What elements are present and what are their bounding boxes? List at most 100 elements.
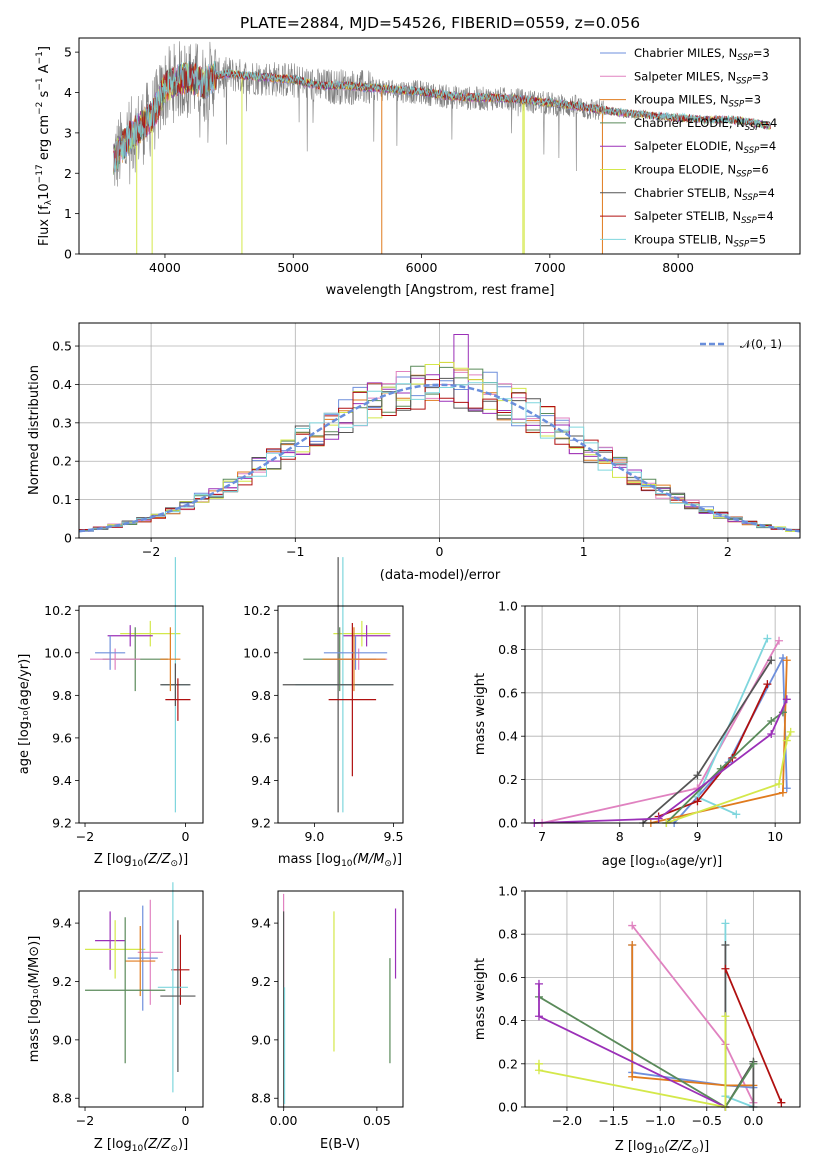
residuals-xtick-label: 0 xyxy=(436,544,444,559)
weight-vs-z-frame xyxy=(524,890,801,1108)
residuals-ytick-label: 0.5 xyxy=(52,339,72,354)
age-vs-mass-ytick-label: 10.0 xyxy=(243,645,271,660)
age-vs-mass-ytick-label: 9.8 xyxy=(251,688,271,703)
weight-vs-age-ytick-label: 0.8 xyxy=(498,642,518,657)
age-vs-mass-xtick-label: 9.0 xyxy=(304,829,324,844)
age-vs-z-ylabel: age [log₁₀(age/yr)] xyxy=(17,654,32,775)
spectrum-ytick-label: 1 xyxy=(64,206,72,221)
residuals-ytick-label: 0.1 xyxy=(52,492,72,507)
spectrum-xtick-label: 6000 xyxy=(406,260,438,275)
weight-vs-age-series-chabrier_elodie xyxy=(665,711,784,824)
weight-vs-age-marker-chabrier_stelib xyxy=(693,771,702,780)
spectrum-xtick-label: 4000 xyxy=(149,260,181,275)
mass-vs-z-frame xyxy=(78,890,204,1108)
spectrum-xtick-label: 8000 xyxy=(662,260,694,275)
weight-vs-z-ytick-label: 0.2 xyxy=(498,1056,518,1071)
spectrum-ytick-label: 2 xyxy=(64,166,72,181)
age-vs-z-xlabel: Z [log10(Z/Z⊙)] xyxy=(94,852,188,869)
weight-vs-age-marker-kroupa_miles xyxy=(782,656,791,665)
age-vs-z-ytick-label: 10.2 xyxy=(44,603,72,618)
residuals-panel: −2 −1 0 1 2 0 0.1 0.2 0.3 0.4 0.5 (data-model)/err… xyxy=(27,322,801,583)
weight-vs-z-xtick-label: −0.5 xyxy=(692,1113,722,1128)
weight-vs-z-panel: −2.0 −1.5 −1.0 −0.5 0.0 0.0 0.2 0.4 0.6 0.8 1.0 Z … xyxy=(473,884,801,1156)
weight-vs-z-marker-kroupa_elodie xyxy=(534,1066,543,1075)
residuals-ytick-label: 0.3 xyxy=(52,415,72,430)
age-vs-mass-panel: 9.0 9.5 9.2 9.4 9.6 9.8 10.0 10.2 mass [log10(M… xyxy=(243,557,404,869)
weight-vs-age-marker-chabrier_stelib xyxy=(767,656,776,665)
weight-vs-age-panel: 7 8 9 10 0.0 0.2 0.4 0.6 0.8 1.0 age [log₁₀(age/y… xyxy=(473,599,801,869)
mass-vs-ebv-ytick-label: 9.4 xyxy=(251,916,271,931)
residuals-xtick-label: 2 xyxy=(724,544,732,559)
spectrum-ytick-label: 5 xyxy=(64,45,72,60)
age-vs-mass-data-layer: 9.0 9.5 9.2 9.4 9.6 9.8 10.0 10.2 xyxy=(243,557,403,844)
model-spectrum-kroupa_stelib xyxy=(113,60,771,173)
spectrum-data-layer xyxy=(113,41,771,254)
residuals-frame xyxy=(78,322,801,539)
age-vs-mass-ytick-label: 10.2 xyxy=(243,603,271,618)
weight-vs-age-marker-kroupa_stelib xyxy=(732,810,741,819)
mass-vs-ebv-ytick-label: 9.2 xyxy=(251,974,271,989)
weight-vs-age-marker-salpeter_miles xyxy=(775,636,784,645)
legend-label-kroupa_elodie: Kroupa ELODIE, NSSP=6 xyxy=(634,163,769,180)
age-vs-z-xtick-label: 0 xyxy=(181,829,189,844)
age-vs-z-ytick-label: 9.4 xyxy=(52,773,72,788)
mass-vs-ebv-xlabel: E(B-V) xyxy=(320,1137,360,1152)
weight-vs-z-marker-salpeter_stelib xyxy=(777,1098,786,1107)
weight-vs-z-marker-kroupa_miles xyxy=(628,941,637,949)
weight-vs-z-marker-kroupa_elodie xyxy=(721,1012,730,1021)
spectrum-xlabel: wavelength [Angstrom, rest frame] xyxy=(326,283,555,298)
weight-vs-z-ytick-label: 1.0 xyxy=(498,884,518,899)
spectrum-xtick-label: 5000 xyxy=(277,260,309,275)
weight-vs-z-marker-salpeter_elodie xyxy=(534,979,543,988)
weight-vs-z-series-salpeter_stelib xyxy=(724,968,783,1104)
age-vs-mass-xlabel: mass [log10(M/M⊙)] xyxy=(278,852,402,869)
age-vs-mass-ytick-label: 9.4 xyxy=(251,773,271,788)
residuals-ytick-label: 0.2 xyxy=(52,454,72,469)
weight-vs-age-series-salpeter_stelib xyxy=(658,683,769,818)
residuals-xtick-label: −2 xyxy=(142,544,160,559)
legend-label-kroupa_miles: Kroupa MILES, NSSP=3 xyxy=(634,93,761,110)
mass-vs-ebv-xtick-label: 0.05 xyxy=(363,1113,391,1128)
age-vs-mass-frame xyxy=(277,605,404,824)
spectrum-ytick-label: 4 xyxy=(64,85,72,100)
age-vs-z-data-layer: −2 0 9.2 9.4 9.6 9.8 10.0 10.2 xyxy=(44,557,191,844)
mass-vs-ebv-xtick-label: 0.00 xyxy=(270,1113,298,1128)
age-vs-z-panel: −2 09.29.49.69.810.010.2 Z [log10(Z/Z⊙)] … xyxy=(17,557,204,869)
weight-vs-z-marker-chabrier_elodie xyxy=(749,1059,758,1068)
residuals-xtick-label: 1 xyxy=(580,544,588,559)
age-vs-mass-xtick-label: 9.5 xyxy=(384,829,404,844)
weight-vs-age-frame xyxy=(524,605,801,824)
spectrum-panel: 4000 5000 6000 7000 8000 0 1 2 3 4 5 wavelength [A… xyxy=(35,37,801,298)
weight-vs-age-marker-kroupa_stelib xyxy=(763,634,772,643)
residual-hist-kroupa_stelib xyxy=(79,382,800,532)
residuals-ytick-label: 0 xyxy=(64,531,72,546)
weight-vs-age-xtick-label: 9 xyxy=(693,829,701,844)
weight-vs-z-ylabel: mass weight xyxy=(473,958,488,1040)
legend-label-salpeter_miles: Salpeter MILES, NSSP=3 xyxy=(634,69,769,86)
weight-vs-z-xtick-label: −1.5 xyxy=(598,1113,628,1128)
weight-vs-age-xlabel: age [log₁₀(age/yr)] xyxy=(602,854,723,869)
residuals-xlabel: (data-model)/error xyxy=(380,568,501,583)
weight-vs-age-marker-kroupa_elodie xyxy=(782,736,791,745)
residuals-ytick-label: 0.4 xyxy=(52,377,72,392)
residuals-legend: 𝒩(0, 1) xyxy=(700,337,782,351)
weight-vs-z-xtick-label: −2.0 xyxy=(552,1113,582,1128)
weight-vs-z-ytick-label: 0.6 xyxy=(498,970,518,985)
figure-title: PLATE=2884, MJD=54526, FIBERID=0559, z=0… xyxy=(240,14,640,32)
weight-vs-z-marker-kroupa_miles xyxy=(628,1072,637,1081)
weight-vs-age-marker-salpeter_stelib xyxy=(693,797,702,806)
weight-vs-age-ytick-label: 0.2 xyxy=(498,772,518,787)
mass-vs-ebv-frame xyxy=(277,890,404,1108)
spectrum-ytick-label: 0 xyxy=(64,247,72,262)
age-vs-z-ytick-label: 10.0 xyxy=(44,645,72,660)
age-vs-z-ytick-label: 9.6 xyxy=(52,730,72,745)
weight-vs-z-marker-chabrier_stelib xyxy=(721,941,730,949)
weight-vs-age-ytick-label: 0.6 xyxy=(498,685,518,700)
legend-label-chabrier_miles: Chabrier MILES, NSSP=3 xyxy=(634,46,770,63)
weight-vs-age-marker-salpeter_stelib xyxy=(763,680,772,689)
mass-vs-z-ytick-label: 9.4 xyxy=(52,916,72,931)
mass-vs-ebv-panel: 0.00 0.05 8.8 9.0 9.2 9.4 E(B-V) xyxy=(251,890,404,1152)
weight-vs-age-xtick-label: 7 xyxy=(538,829,546,844)
mass-vs-z-ylabel: mass [log₁₀(M/M⊙)] xyxy=(27,936,42,1063)
weight-vs-z-marker-salpeter_miles xyxy=(628,921,637,930)
